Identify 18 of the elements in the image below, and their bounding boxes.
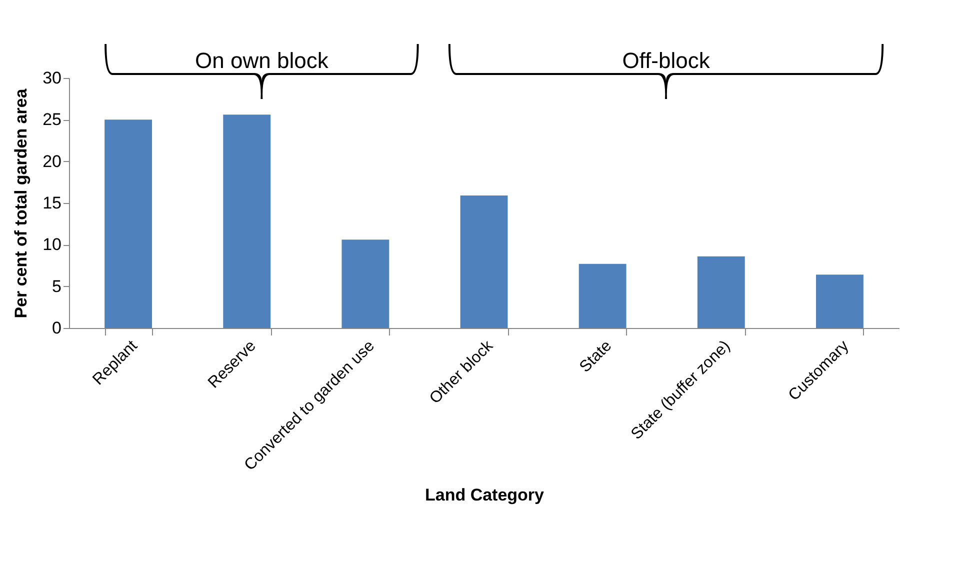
text: Off-block: [622, 48, 711, 73]
y-tick-label: 25: [42, 110, 62, 130]
bar: [816, 274, 864, 328]
y-tick-label: 10: [42, 235, 62, 254]
bar: [697, 256, 745, 328]
x-axis-title: Land Category: [424, 485, 545, 504]
bar: [223, 114, 271, 328]
y-tick-label: 30: [42, 68, 62, 88]
y-tick-label: 0: [52, 318, 62, 338]
bar: [460, 196, 508, 328]
bar: [104, 120, 152, 328]
y-tick-label: 20: [42, 152, 62, 171]
text: On own block: [195, 48, 330, 73]
bar: [342, 240, 390, 328]
y-axis-title: Per cent of total garden area: [12, 88, 31, 318]
bar: [578, 264, 626, 328]
y-tick-label: 15: [42, 194, 62, 212]
y-tick-label: 5: [52, 276, 62, 296]
